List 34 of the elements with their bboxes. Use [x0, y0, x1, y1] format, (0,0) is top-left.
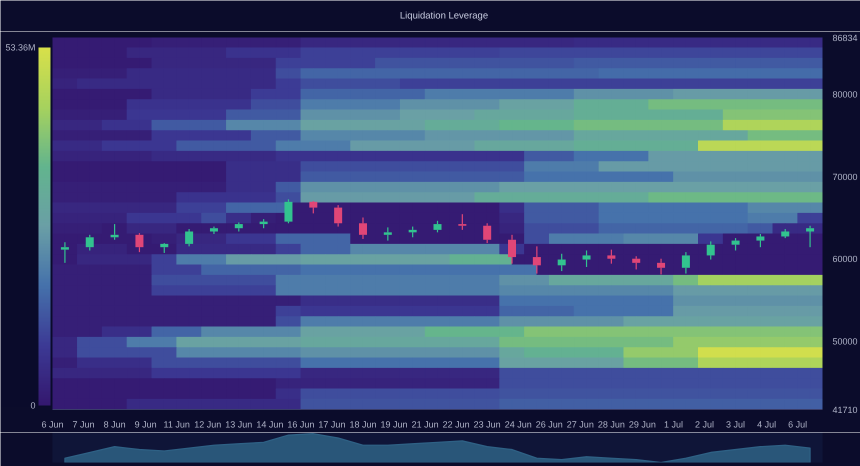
x-tick-label: 13 Jun: [225, 420, 252, 430]
x-tick-label: 28 Jun: [598, 420, 625, 430]
x-tick-label: 12 Jun: [194, 420, 222, 430]
x-tick-label: 9 Jun: [134, 420, 157, 430]
y-tick-label: 80000: [832, 89, 858, 100]
x-tick-label: 27 Jun: [566, 420, 594, 430]
color-bar-title: Liquidation Leverage: [400, 10, 488, 21]
x-tick-label: 14 Jun: [256, 420, 284, 430]
x-tick-label: 18 Jun: [349, 420, 377, 430]
x-tick-label: 23 Jun: [474, 420, 501, 430]
x-tick-label: 1 Jul: [664, 420, 683, 430]
y-tick-label: 50000: [832, 336, 858, 347]
x-tick-label: 19 Jun: [380, 420, 408, 430]
x-tick-label: 4 Jul: [757, 420, 776, 430]
x-tick-label: 17 Jun: [318, 420, 346, 430]
x-tick-label: 21 Jun: [412, 420, 439, 430]
color-bar-label: 53.36M: [5, 42, 36, 52]
x-tick-label: 16 Jun: [287, 420, 314, 430]
y-tick-label: 60000: [832, 254, 858, 264]
x-tick-label: 8 Jun: [104, 420, 126, 430]
y-tick-label: 86834: [832, 33, 858, 43]
x-tick-label: 3 Jul: [726, 420, 746, 430]
x-tick-label: 29 Jun: [628, 420, 656, 430]
x-tick-label: 22 Jun: [442, 420, 470, 430]
x-tick-label: 26 Jun: [536, 420, 563, 430]
x-tick-label: 24 Jun: [504, 420, 532, 430]
x-tick-label: 6 Jun: [41, 420, 64, 430]
x-tick-label: 7 Jun: [72, 420, 95, 430]
y-tick-label: 41710: [832, 405, 858, 415]
color-bar-label: 0: [30, 400, 36, 410]
x-tick-label: 6 Jul: [788, 420, 808, 430]
y-tick-label: 70000: [832, 172, 858, 182]
x-tick-label: 11 Jun: [164, 420, 190, 430]
x-tick-label: 2 Jul: [695, 420, 714, 430]
